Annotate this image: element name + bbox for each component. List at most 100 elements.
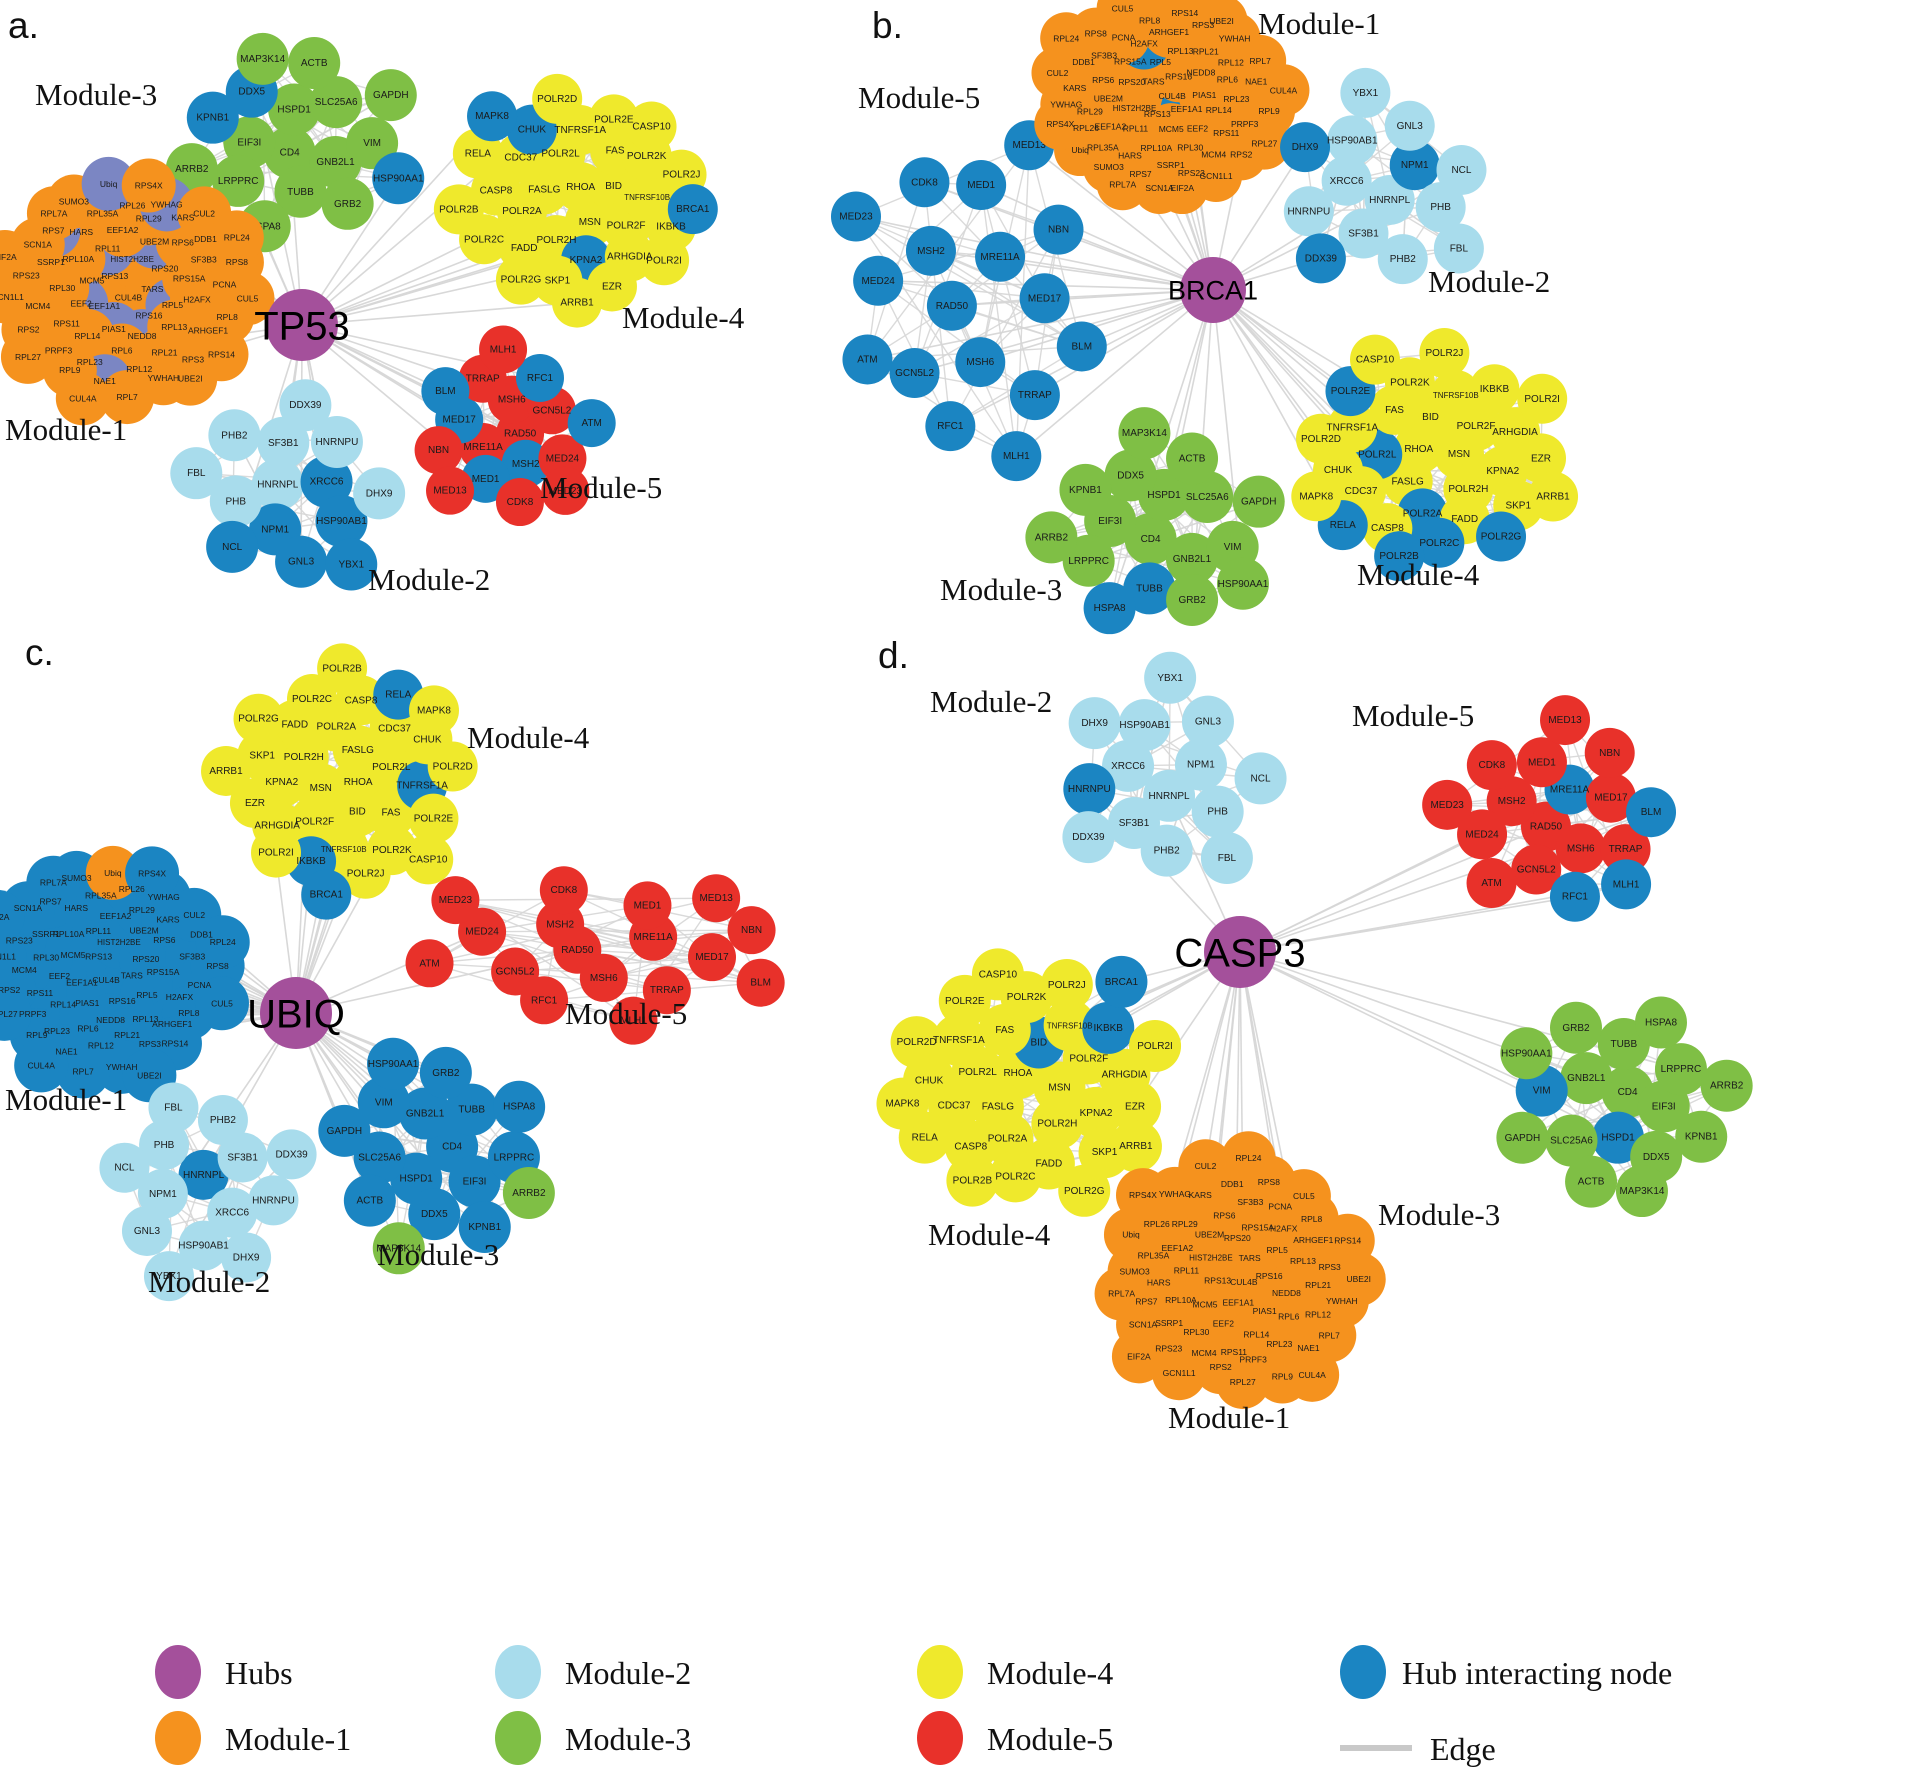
node-label: RPS23 <box>6 935 33 945</box>
node-label: RPL7A <box>40 208 67 218</box>
node-label: POLR2L <box>541 149 580 160</box>
node-EZR <box>1515 433 1566 484</box>
node-HNRNPU <box>310 415 363 468</box>
node-label: RPL29 <box>136 213 162 223</box>
node-label: MED23 <box>1430 800 1464 811</box>
hub-edge <box>1034 289 1214 396</box>
node-label: RPL23 <box>1266 1339 1292 1349</box>
node-label: POLR2G <box>1064 1186 1105 1197</box>
node-label: RPS3 <box>1192 20 1214 30</box>
hub-edge <box>1204 951 1241 1167</box>
node-label: ARHGEF1 <box>1149 27 1189 37</box>
node-label: MED1 <box>472 474 500 485</box>
node-SLC25A6 <box>1545 1114 1598 1167</box>
node-label: XRCC6 <box>215 1208 249 1219</box>
node-label: CHUK <box>915 1075 944 1086</box>
node-POLR2I <box>1129 1019 1182 1072</box>
node-label: MED13 <box>433 486 467 497</box>
node-label: KPNA2 <box>265 777 298 788</box>
node-label: POLR2H <box>284 752 324 763</box>
node-label: RHOA <box>344 777 373 788</box>
node-label: TNFRSF10B <box>1047 1021 1093 1030</box>
node-label: RPS11 <box>27 988 54 998</box>
node-label: VIM <box>363 138 381 149</box>
node-label: CUL5 <box>237 293 259 303</box>
node-RPL27 <box>0 329 55 384</box>
module-module-1-nodes: CUL4BRPS13TARSEEF1A1HIST2H2BERPS16MCM5RP… <box>1094 1131 1386 1409</box>
node-label: SCN1A <box>1129 1320 1158 1330</box>
node-label: POLR2H <box>536 235 576 246</box>
node-Ubiq <box>81 156 136 211</box>
node-label: ARHGEF1 <box>152 1019 192 1029</box>
node-label: YWHAG <box>1159 1189 1191 1199</box>
node-label: POLR2D <box>897 1037 937 1048</box>
node-label: RPL11 <box>1174 1265 1200 1275</box>
node-label: POLR2B <box>953 1176 993 1187</box>
node-GNL3 <box>1181 695 1234 748</box>
node-label: POLR2C <box>1419 538 1459 549</box>
node-POLR2J <box>1419 328 1470 379</box>
node-label: MSH6 <box>590 973 618 984</box>
node-label: CUL4B <box>1230 1277 1258 1287</box>
node-label: TUBB <box>1610 1039 1637 1050</box>
node-label: YWHAH <box>1326 1296 1358 1306</box>
node-label: YBX1 <box>1157 673 1183 684</box>
node-XRCC6 <box>1102 739 1155 792</box>
node-DDX39 <box>279 379 332 432</box>
node-label: RPS15A <box>173 273 206 283</box>
node-MED17 <box>1585 772 1636 823</box>
node-label: RPS16 <box>1256 1271 1283 1281</box>
node-MAP3K14 <box>372 1222 425 1275</box>
legend-swatch-module-3 <box>495 1711 541 1765</box>
node-label: TNFRSF10B <box>1433 391 1479 400</box>
node-YBX1 <box>325 538 378 591</box>
node-CD4 <box>1124 513 1177 566</box>
node-HNRNPU <box>248 1175 299 1226</box>
node-PHB <box>209 475 262 528</box>
node-POLR2E <box>588 94 639 145</box>
node-label: HSP90AA1 <box>1501 1048 1552 1059</box>
node-label: HIST2H2BE <box>1189 1254 1233 1263</box>
node-EIF2A <box>0 229 32 284</box>
node-label: MSN <box>1048 1082 1070 1093</box>
node-ACTB <box>1565 1155 1618 1208</box>
node-label: RPL30 <box>49 283 75 293</box>
node-label: GAPDH <box>373 90 409 101</box>
node-label: NAE1 <box>94 376 116 386</box>
node-label: TRRAP <box>650 985 684 996</box>
hub-edge <box>301 301 578 326</box>
node-label: RPL7 <box>73 1066 95 1076</box>
module-label: Module-3 <box>35 77 157 112</box>
node-label: MED17 <box>1594 793 1628 804</box>
node-label: MED17 <box>1028 293 1062 304</box>
node-POLR2G <box>1058 1164 1111 1217</box>
node-label: TNFRSF1A <box>554 125 606 136</box>
node-SLC25A6 <box>353 1131 406 1184</box>
node-label: UBE2I <box>1346 1274 1371 1284</box>
module-module-4-nodes: RHOA MSN FASLG BID POLR2H POLR2L POLR2F POLR2A F… <box>201 643 478 920</box>
node-GNB2L1 <box>399 1087 452 1140</box>
node-label: KPNB1 <box>1685 1132 1718 1143</box>
node-GNL3 <box>275 535 328 588</box>
node-label: FAS <box>606 146 625 157</box>
node-label: SCN1A <box>14 903 43 913</box>
node-label: RELA <box>1330 520 1356 531</box>
node-label: PHB <box>226 496 247 507</box>
node-label: DDX5 <box>1117 470 1144 481</box>
node-MED24 <box>853 255 904 306</box>
node-label: RPS4X <box>135 181 163 191</box>
node-GRB2 <box>419 1046 472 1099</box>
node-label: ACTB <box>301 58 328 69</box>
node-label: PHB2 <box>210 1115 237 1126</box>
node-label: POLR2C <box>995 1171 1035 1182</box>
node-label: KPNA2 <box>1486 466 1519 477</box>
node-HNRNPU <box>1063 763 1116 816</box>
node-HSP90AB1 <box>1118 699 1171 752</box>
node-label: RPL9 <box>26 1030 48 1040</box>
node-label: KARS <box>156 915 179 925</box>
node-label: TNFRSF10B <box>624 193 670 202</box>
node-MAP3K14 <box>1615 1165 1668 1218</box>
node-label: NBN <box>1048 225 1069 236</box>
node-MED1 <box>623 881 672 930</box>
